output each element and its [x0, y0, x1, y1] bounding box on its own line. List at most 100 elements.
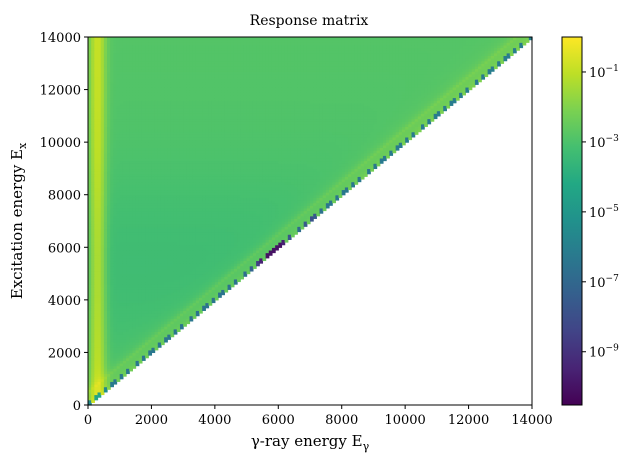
heatmap-cell-3214: [259, 194, 264, 198]
heatmap-cell-1298: [160, 270, 165, 275]
heatmap-cell-4119: [164, 165, 168, 170]
heatmap-cell-605: [119, 313, 124, 317]
heatmap-cell-2952: [170, 202, 175, 206]
heatmap-cell-4263: [332, 163, 336, 167]
heatmap-cell-2442: [173, 221, 178, 225]
heatmap-cell-4624: [290, 152, 295, 156]
heatmap-cell-4665: [116, 150, 121, 154]
heatmap-cell-3504: [145, 184, 149, 188]
heatmap-cell-4363: [357, 160, 362, 164]
heatmap-cell-4867: [138, 144, 143, 148]
heatmap-cell-1441: [119, 263, 124, 267]
heatmap-cell-4886: [199, 144, 203, 148]
heatmap-cell-3906: [335, 173, 340, 177]
heatmap-cell-3567: [344, 184, 349, 188]
heatmap-cell-1213: [205, 276, 210, 280]
heatmap-cell-340: [135, 336, 140, 340]
heatmap-cell-4571: [122, 152, 127, 156]
heatmap-cell-698: [189, 307, 194, 311]
heatmap-cell-1352: [170, 268, 175, 272]
heatmap-cell-1321: [233, 270, 238, 275]
heatmap-cell-4433: [284, 157, 289, 162]
heatmap-cell-476: [122, 323, 127, 327]
heatmap-cell-4360: [348, 160, 352, 164]
heatmap-cell-959: [129, 289, 133, 293]
heatmap-cell-2291: [129, 226, 133, 230]
heatmap-cell-4267: [344, 163, 349, 167]
heatmap-cell-1361: [199, 268, 203, 272]
heatmap-cell-2137: [268, 234, 273, 238]
heatmap-cell-3505: [148, 184, 153, 188]
heatmap-cell-2062: [233, 236, 238, 240]
heatmap-cell-2938: [126, 202, 130, 206]
heatmap-cell-717: [132, 305, 137, 309]
heatmap-cell-1672: [148, 252, 153, 256]
heatmap-cell-1288: [129, 270, 133, 275]
heatmap-cell-3309: [306, 192, 311, 196]
heatmap-cell-1299: [164, 270, 168, 275]
heatmap-cell-1046: [122, 284, 127, 288]
heatmap-cell-2348: [94, 223, 99, 227]
heatmap-cell-2157: [126, 231, 130, 235]
heatmap-cell-4924: [319, 144, 324, 148]
heatmap-cell-4237: [249, 163, 254, 167]
heatmap-cell-4129: [195, 165, 200, 170]
heatmap-cell-1369: [224, 268, 229, 272]
heatmap-cell-3026: [160, 199, 165, 204]
heatmap-cell-1948: [268, 242, 273, 246]
heatmap-cell-69: [97, 373, 102, 377]
heatmap-cell-248: [141, 347, 146, 351]
heatmap-cell-4191: [103, 163, 108, 167]
heatmap-cell-1435: [100, 263, 105, 267]
heatmap-cell-4855: [100, 144, 105, 148]
heatmap-cell-1577: [205, 257, 210, 262]
heatmap-cell-416: [119, 328, 124, 332]
heatmap-cell-4494: [179, 155, 184, 159]
heatmap-cell-528: [88, 318, 92, 322]
heatmap-cell-872: [122, 294, 127, 298]
heatmap-cell-4112: [141, 165, 146, 170]
heatmap-cell-3876: [240, 173, 244, 177]
heatmap-cell-1385: [110, 265, 114, 269]
heatmap-cell-2500: [135, 218, 140, 222]
heatmap-cell-2734: [192, 210, 197, 214]
heatmap-cell-912: [116, 291, 121, 296]
heatmap-cell-2884: [195, 205, 200, 209]
heatmap-cell-572: [122, 315, 127, 319]
heatmap-cell-1965: [126, 239, 130, 243]
heatmap-cell-1419: [218, 265, 222, 269]
heatmap-cell-537: [116, 318, 121, 322]
heatmap-cell-691: [167, 307, 172, 311]
heatmap-cell-846: [170, 297, 175, 301]
heatmap-cell-3348: [173, 189, 178, 193]
heatmap-cell-3335: [132, 189, 137, 193]
heatmap-cell-1797: [173, 247, 178, 251]
heatmap-cell-4651: [376, 152, 381, 156]
heatmap-cell-2977: [249, 202, 254, 206]
heatmap-cell-4028: [160, 168, 165, 172]
heatmap-cell-650: [151, 310, 156, 314]
heatmap-cell-3965: [243, 171, 248, 175]
heatmap-cell-341: [138, 336, 143, 340]
heatmap-cell-4277: [376, 163, 381, 167]
heatmap-cell-807: [173, 299, 178, 304]
heatmap-cell-4507: [221, 155, 225, 159]
heatmap-cell-644: [132, 310, 137, 314]
heatmap-cell-323: [160, 339, 165, 343]
heatmap-cell-2363: [141, 223, 146, 227]
heatmap-cell-2936: [119, 202, 124, 206]
heatmap-cell-1801: [186, 247, 191, 251]
heatmap-cell-4118: [160, 165, 165, 170]
heatmap-cell-44: [113, 381, 118, 385]
heatmap-cell-4889: [208, 144, 213, 148]
heatmap-cell-2152: [110, 231, 114, 235]
heatmap-cell-4049: [227, 168, 232, 172]
heatmap-cell-3984: [303, 171, 308, 175]
heatmap-cell-3447: [227, 186, 232, 191]
heatmap-cell-636: [107, 310, 111, 314]
heatmap-cell-4100: [103, 165, 108, 170]
heatmap-cell-498: [94, 320, 99, 325]
heatmap-cell-1892: [91, 242, 95, 246]
heatmap-cell-1293: [145, 270, 149, 275]
heatmap-cell-1254: [179, 273, 184, 277]
